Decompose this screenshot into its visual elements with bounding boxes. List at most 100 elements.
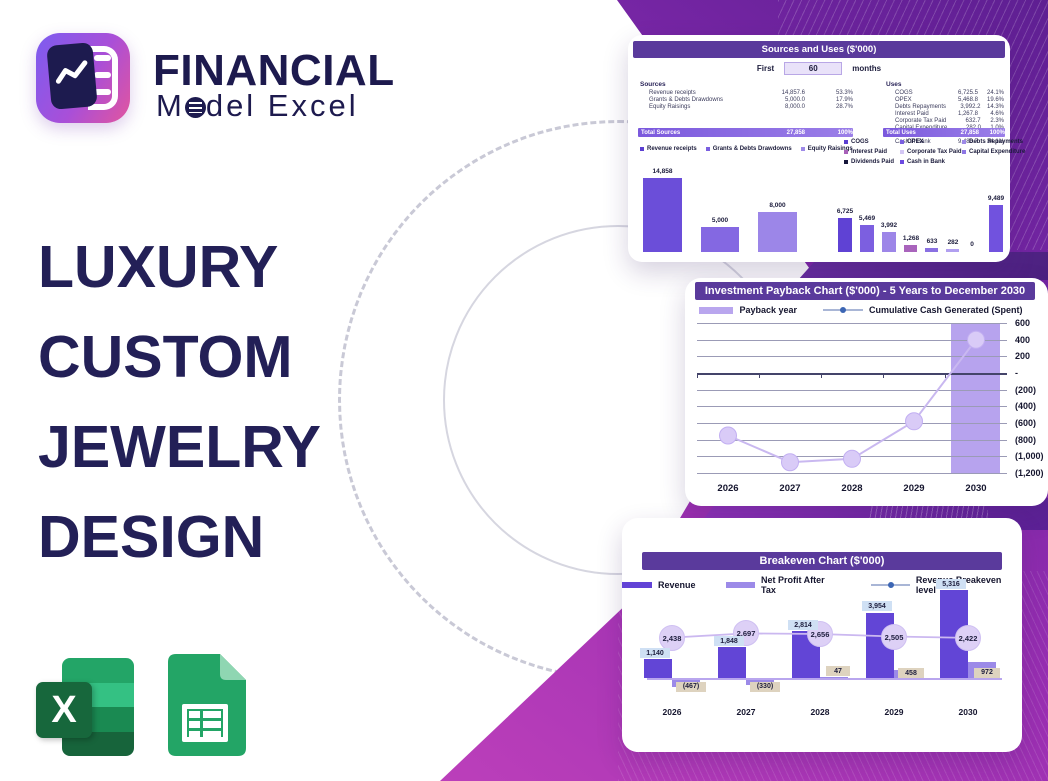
row-label: Equity Raisings [649,104,691,111]
legend-swatch [725,582,755,588]
legend-item: Revenue [622,575,696,595]
legend-item: COGS [844,139,900,145]
row-pct: 1.0% [981,125,1004,131]
x-tick: 2029 [884,707,904,717]
legend-item: OPEX [900,139,962,145]
row-value: 14,857.6 [781,90,805,97]
legend-line-marker [870,582,910,588]
bar-label: 0 [970,241,974,248]
bar-label: 9,489 [987,195,1005,202]
logo-line-icon [94,89,111,95]
revenue-value-tag: 1,848 [714,636,744,646]
line-marker [781,453,799,472]
bar-label: 8,000 [769,202,786,209]
y-tick: (800) [1015,435,1037,445]
period-prefix-label: First [756,64,775,73]
y-tick: (200) [1015,385,1037,395]
logo-chart-zigzag-icon [55,60,88,84]
table-row: OPEX 5,468.8 19.6% [886,97,1004,104]
legend-item: Cumulative Cash Generated (Spent) [823,305,1023,315]
table-row: Equity Raisings 8,000.0 28.7% [640,104,853,111]
period-selector: First 60 months [628,62,1010,75]
zero-axis [647,678,1002,680]
bar-grants-debts [701,227,739,252]
legend-item: Debts Repayments [962,139,1024,145]
y-tick: (1,200) [1015,468,1044,478]
total-value: 27,858 [960,129,979,136]
bar-debts-repayments [882,232,896,252]
logo-line-icon [94,72,111,78]
row-value: 632.7 [965,118,981,124]
row-pct: 19.6% [986,97,1004,104]
excel-icon: X [36,656,138,758]
legend-swatch [800,147,805,151]
row-pct: 34.1% [986,138,1004,145]
legend-item: Cash in Bank [900,159,962,165]
net-profit-value-tag: (330) [750,681,780,692]
legend-label: Cumulative Cash Generated (Spent) [869,305,1023,315]
payback-card: Investment Payback Chart ($'000) - 5 Yea… [685,278,1048,506]
row-label: Grants & Debts Drawdowns [649,97,724,104]
legend-label: Cash in Bank [907,159,946,165]
row-pct: 28.7% [835,104,853,111]
legend-label: Equity Raisings [807,146,853,152]
row-value: 5,000.0 [784,97,805,104]
row-pct: 4.6% [990,111,1004,118]
y-tick: 600 [1015,318,1031,328]
x-tick: 2027 [779,483,801,494]
bar-label: 5,469 [858,215,876,222]
legend-item: Revenue receipts [640,146,697,152]
excel-x-letter: X [36,682,92,738]
row-value: 1,267.8 [957,111,978,118]
legend-label: Grants & Debts Drawdowns [712,146,792,152]
breakeven-marker: 2,656 [807,621,833,647]
y-tick: - [1015,368,1018,378]
sources-table: Sources Revenue receipts 14,857.6 53.3% Gr… [640,81,853,111]
breakeven-header: Breakeven Chart ($'000) [642,552,1002,570]
payback-header: Investment Payback Chart ($'000) - 5 Yea… [695,282,1035,300]
legend-label: Revenue Breakeven level [915,575,1002,595]
table-row: Revenue receipts 14,857.6 53.3% [640,90,853,97]
period-months-input[interactable]: 60 [784,62,843,75]
bar-revenue [718,647,746,678]
legend-swatch [844,160,848,164]
legend-item: Corporate Tax Paid [900,149,962,155]
legend-label: Dividends Paid [851,159,895,165]
legend-item: Grants & Debts Drawdowns [705,146,792,152]
net-profit-value-tag: 972 [974,667,1000,678]
legend-item: Interest Paid [844,149,900,155]
total-sources-row: Total Sources 27,858 100% [638,128,853,137]
brand-subtitle-rest: del Excel [205,88,359,123]
google-sheets-icon [160,652,250,758]
net-profit-value-tag: (467) [676,681,706,692]
legend-item: Payback year [699,305,797,315]
hero-line: DESIGN [38,504,265,570]
legend-item: Equity Raisings [800,146,853,152]
hero-line: JEWELRY [38,414,322,480]
cumulative-cash-line [719,330,985,472]
line-marker [843,449,861,468]
row-label: Capital Expenditure [886,125,947,131]
legend-label: Interest Paid [851,149,888,155]
x-tick: 2028 [841,483,863,494]
bar-label: 5,000 [711,217,729,224]
y-tick: 200 [1015,351,1031,361]
bar-label: 282 [947,239,959,246]
row-label: Revenue receipts [649,90,696,97]
row-pct: 24.1% [986,90,1004,97]
x-tick: 2026 [662,707,682,717]
x-tick: 2029 [903,483,925,494]
table-row: COGS 6,725.5 24.1% [886,90,1004,97]
revenue-value-tag: 5,316 [936,579,966,589]
bar-interest-paid [904,245,917,252]
sources-uses-header: Sources and Uses ($'000) [633,41,1005,58]
revenue-value-tag: 2,814 [788,620,818,630]
bar-label: 633 [926,238,938,245]
legend-item: Capital Expenditure [962,149,1025,155]
bar-opex [860,225,874,252]
period-suffix-label: months [852,64,882,73]
breakeven-marker: 2,422 [955,624,981,651]
bar-capital-expenditure [946,249,959,252]
y-tick: (1,000) [1015,451,1044,461]
